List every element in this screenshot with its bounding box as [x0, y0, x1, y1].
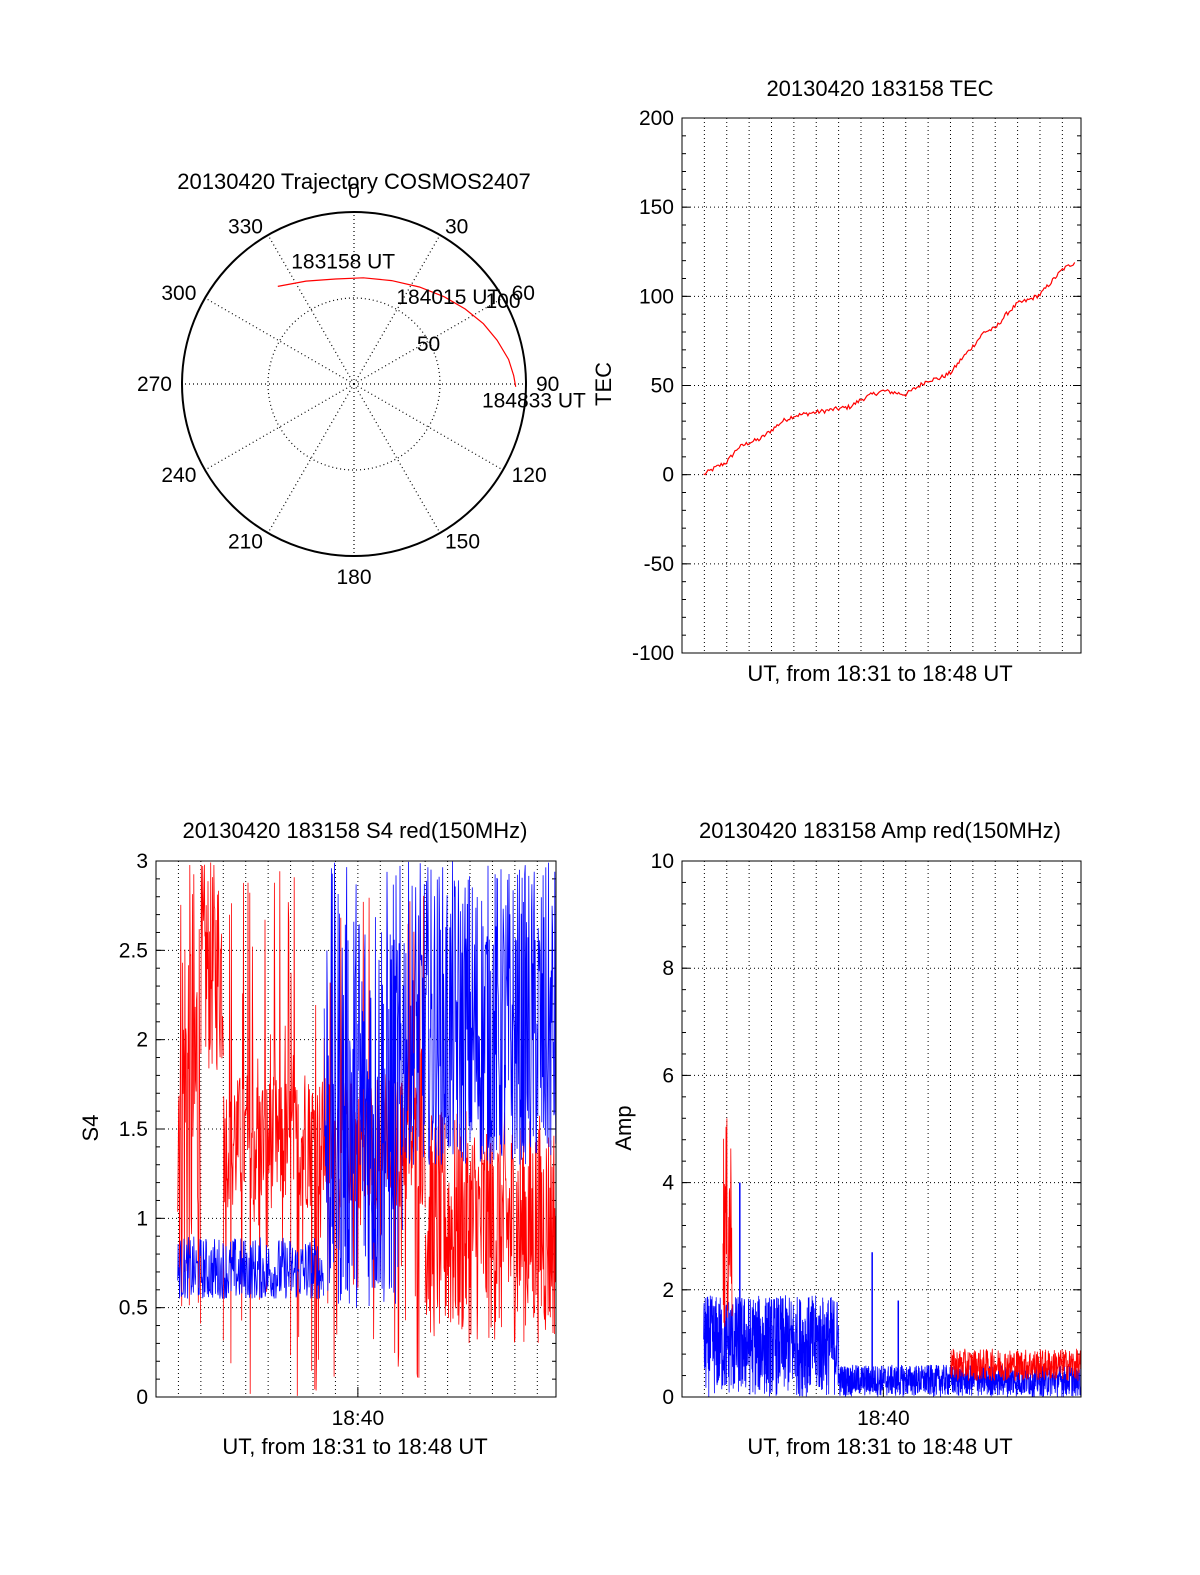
azimuth-tick-label: 90 — [536, 373, 559, 396]
s4-x-label: UT, from 18:31 to 18:48 UT — [222, 1434, 487, 1459]
trajectory-time-label: 184833 UT — [482, 390, 586, 413]
y-tick-label: 8 — [662, 957, 674, 980]
y-tick-label: 1.5 — [119, 1118, 148, 1141]
azimuth-tick-label: 30 — [445, 215, 468, 238]
y-tick-label: 3 — [136, 850, 148, 873]
amp-chart: 20130420 183158 Amp red(150MHz) UT, from… — [611, 818, 1082, 1459]
s4-chart: 20130420 183158 S4 red(150MHz) UT, from … — [78, 818, 557, 1459]
polar-spoke — [353, 383, 504, 471]
tec-x-label: UT, from 18:31 to 18:48 UT — [747, 661, 1012, 686]
s4-red-series-segment — [424, 1111, 557, 1344]
x-tick-label: 18:40 — [332, 1407, 385, 1430]
trajectory-title: 20130420 Trajectory COSMOS2407 — [177, 169, 530, 194]
y-tick-label: 150 — [639, 196, 674, 219]
y-tick-label: 10 — [651, 850, 674, 873]
s4-red-series-segment — [222, 871, 291, 1394]
polar-spoke — [353, 234, 441, 385]
trajectory-time-label: 184015 UT — [396, 286, 500, 309]
y-tick-label: 100 — [639, 285, 674, 308]
s4-blue-series-segment — [323, 862, 404, 1308]
grid-lines — [682, 118, 1081, 653]
y-tick-label: -50 — [644, 553, 674, 576]
amp-red-series-segment — [722, 1118, 733, 1327]
polar-spoke — [267, 383, 355, 534]
y-tick-label: -100 — [632, 642, 674, 665]
y-tick-label: 0.5 — [119, 1297, 148, 1320]
y-tick-label: 0 — [662, 464, 674, 487]
amp-red-series-segment — [950, 1348, 1082, 1381]
azimuth-tick-label: 0 — [348, 180, 360, 203]
s4-y-label: S4 — [78, 1115, 103, 1142]
polar-ring — [267, 297, 441, 471]
tec-series-line — [703, 262, 1076, 476]
y-tick-label: 0 — [662, 1386, 674, 1409]
polar-outer-circle — [181, 211, 527, 557]
azimuth-tick-label: 60 — [512, 282, 535, 305]
trajectory-polar-chart: 20130420 Trajectory COSMOS2407 0 30 60 90 12… — [137, 169, 586, 589]
y-tick-label: 200 — [639, 107, 674, 130]
s4-blue-series-segment — [402, 861, 557, 1165]
tec-y-label: TEC — [591, 362, 616, 406]
amp-blue-series-segment — [703, 1295, 839, 1397]
y-tick-label: 50 — [651, 375, 674, 398]
grid-lines — [682, 861, 1081, 1397]
azimuth-tick-label: 300 — [161, 282, 196, 305]
plot-frame — [681, 117, 1082, 654]
azimuth-tick-label: 240 — [161, 464, 196, 487]
s4-red-series-segment — [200, 862, 224, 1070]
tec-title: 20130420 183158 TEC — [766, 76, 993, 101]
y-tick-label: 2 — [662, 1279, 674, 1302]
y-tick-label: 4 — [662, 1172, 674, 1195]
polar-spoke — [267, 234, 355, 385]
trajectory-path — [277, 277, 517, 387]
x-tick-label: 18:40 — [857, 1407, 910, 1430]
radius-tick-label: 100 — [485, 290, 520, 313]
s4-title: 20130420 183158 S4 red(150MHz) — [183, 818, 528, 843]
azimuth-tick-label: 120 — [512, 464, 547, 487]
azimuth-tick-label: 210 — [228, 531, 263, 554]
polar-spoke — [204, 297, 355, 385]
y-tick-label: 0 — [136, 1386, 148, 1409]
plot-frame — [155, 860, 557, 1398]
s4-red-series-segment — [177, 864, 201, 1324]
amp-y-label: Amp — [611, 1105, 636, 1150]
trajectory-time-label: 183158 UT — [291, 251, 395, 274]
polar-spoke — [204, 383, 355, 471]
azimuth-tick-label: 180 — [336, 566, 371, 589]
s4-red-series-segment — [290, 877, 426, 1396]
y-tick-label: 2 — [136, 1029, 148, 1052]
amp-x-label: UT, from 18:31 to 18:48 UT — [747, 1434, 1012, 1459]
y-tick-label: 1 — [136, 1207, 148, 1230]
azimuth-tick-label: 270 — [137, 373, 172, 396]
polar-grid — [182, 212, 526, 556]
s4-blue-series-segment — [177, 1236, 325, 1300]
azimuth-tick-label: 150 — [445, 531, 480, 554]
y-tick-label: 6 — [662, 1064, 674, 1087]
polar-spoke — [353, 297, 504, 385]
y-tick-label: 2.5 — [119, 939, 148, 962]
amp-blue-series-segment — [838, 1364, 1082, 1398]
amp-title: 20130420 183158 Amp red(150MHz) — [699, 818, 1061, 843]
azimuth-tick-label: 330 — [228, 215, 263, 238]
polar-spoke — [353, 383, 441, 534]
tec-chart: 20130420 183158 TEC UT, from 18:31 to 18… — [591, 76, 1082, 686]
plot-frame — [681, 860, 1082, 1398]
radius-tick-label: 50 — [417, 333, 440, 356]
